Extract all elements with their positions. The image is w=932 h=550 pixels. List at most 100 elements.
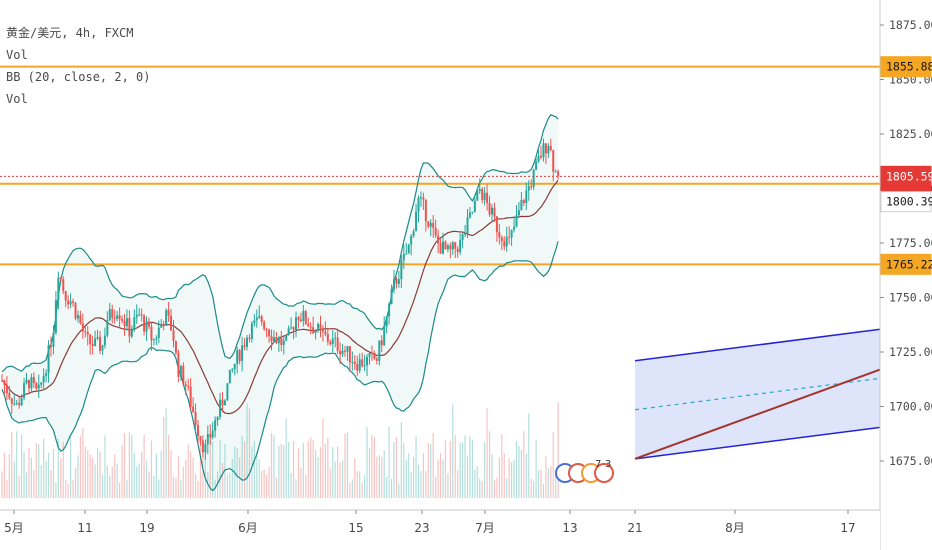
candle-body: [464, 233, 467, 235]
candle-body: [339, 351, 342, 355]
volume-bar: [133, 452, 135, 498]
candle-body: [429, 223, 432, 227]
time-tick-label: 7月: [475, 521, 495, 535]
candle-body: [194, 411, 197, 425]
volume-bar: [486, 408, 488, 498]
volume-bar: [224, 444, 226, 498]
volume-bar: [452, 404, 454, 498]
candle-body: [84, 331, 87, 333]
volume-bar: [540, 469, 542, 498]
candle-body: [174, 340, 177, 353]
volume-bar: [408, 453, 410, 498]
volume-bar: [70, 434, 72, 498]
candle-body: [400, 260, 403, 280]
legend-vol-1[interactable]: Vol: [6, 48, 28, 62]
candle-body: [336, 337, 339, 352]
volume-bar: [62, 441, 64, 498]
candle-body: [243, 345, 246, 347]
volume-bar: [92, 457, 94, 498]
candle-body: [290, 327, 293, 329]
volume-bar: [192, 457, 194, 498]
legend-symbol[interactable]: 黄金/美元, 4h, FXCM: [6, 26, 134, 40]
candle-body: [481, 189, 484, 200]
volume-bar: [493, 480, 496, 498]
candle-body: [111, 309, 114, 318]
volume-bar: [354, 458, 356, 498]
volume-bar: [283, 445, 285, 498]
volume-bar: [74, 468, 77, 498]
time-tick-label: 21: [627, 521, 642, 535]
volume-bar: [106, 465, 108, 498]
volume-bar: [72, 480, 74, 498]
volume-bar: [114, 454, 116, 498]
volume-bar: [121, 444, 123, 498]
time-tick-label: 23: [414, 521, 429, 535]
candle-body: [47, 345, 50, 374]
volume-bar: [258, 459, 260, 498]
volume-bar: [518, 445, 520, 498]
volume-bar: [65, 479, 67, 498]
candle-body: [236, 350, 239, 364]
volume-bar: [251, 446, 253, 498]
price-label-current: 1805.59: [886, 169, 932, 183]
time-tick-label: 6月: [238, 521, 258, 535]
time-tick-label: 5月: [4, 521, 24, 535]
volume-bar: [437, 459, 439, 498]
volume-bar: [547, 468, 549, 498]
candle-body: [478, 189, 481, 191]
candle-body: [182, 365, 185, 385]
volume-bar: [3, 452, 6, 498]
price-tick-label: 1775.00: [889, 236, 932, 250]
candle-body: [366, 356, 369, 366]
volume-bar: [141, 451, 143, 498]
volume-bar: [194, 473, 197, 498]
candle-body: [258, 316, 261, 318]
volume-bar: [292, 440, 295, 498]
legend-bb[interactable]: BB (20, close, 2, 0): [6, 70, 151, 84]
volume-bar: [278, 445, 280, 498]
candle-body: [72, 301, 75, 303]
volume-bar: [332, 447, 334, 498]
volume-bar: [386, 477, 388, 498]
candle-body: [106, 320, 109, 336]
volume-bar: [471, 439, 473, 498]
candle-body: [488, 202, 491, 215]
volume-bar: [395, 436, 398, 498]
volume-bar: [163, 416, 165, 498]
candle-body: [329, 341, 332, 345]
candle-body: [312, 327, 315, 334]
candle-body: [27, 380, 30, 389]
candle-body: [427, 221, 430, 227]
volume-bar: [317, 456, 319, 498]
candle-body: [402, 254, 405, 261]
volume-bar: [422, 453, 424, 498]
candle-body: [67, 300, 70, 305]
candle-body: [324, 331, 327, 335]
volume-bar: [288, 442, 290, 498]
volume-bar: [476, 466, 478, 498]
candle-body: [50, 345, 52, 347]
candle-body: [116, 315, 119, 319]
volume-bar: [390, 478, 393, 498]
volume-bar: [388, 426, 390, 498]
bb-upper-band: [1, 114, 559, 373]
candle-body: [179, 365, 182, 377]
volume-bar: [1, 471, 3, 498]
volume-bar: [523, 431, 525, 498]
candle-body: [383, 326, 386, 346]
candle-body: [483, 192, 486, 200]
volume-bar: [300, 467, 302, 498]
candle-body: [165, 310, 168, 326]
price-axis-bg: [880, 0, 932, 550]
volume-bar: [266, 474, 268, 498]
volume-bar: [23, 451, 25, 498]
volume-bar: [435, 476, 437, 498]
volume-bar: [329, 468, 331, 498]
candle-body: [495, 216, 498, 233]
candle-body: [390, 289, 393, 304]
candle-body: [272, 337, 275, 342]
legend-vol-2[interactable]: Vol: [6, 92, 28, 106]
candle-body: [459, 239, 462, 253]
